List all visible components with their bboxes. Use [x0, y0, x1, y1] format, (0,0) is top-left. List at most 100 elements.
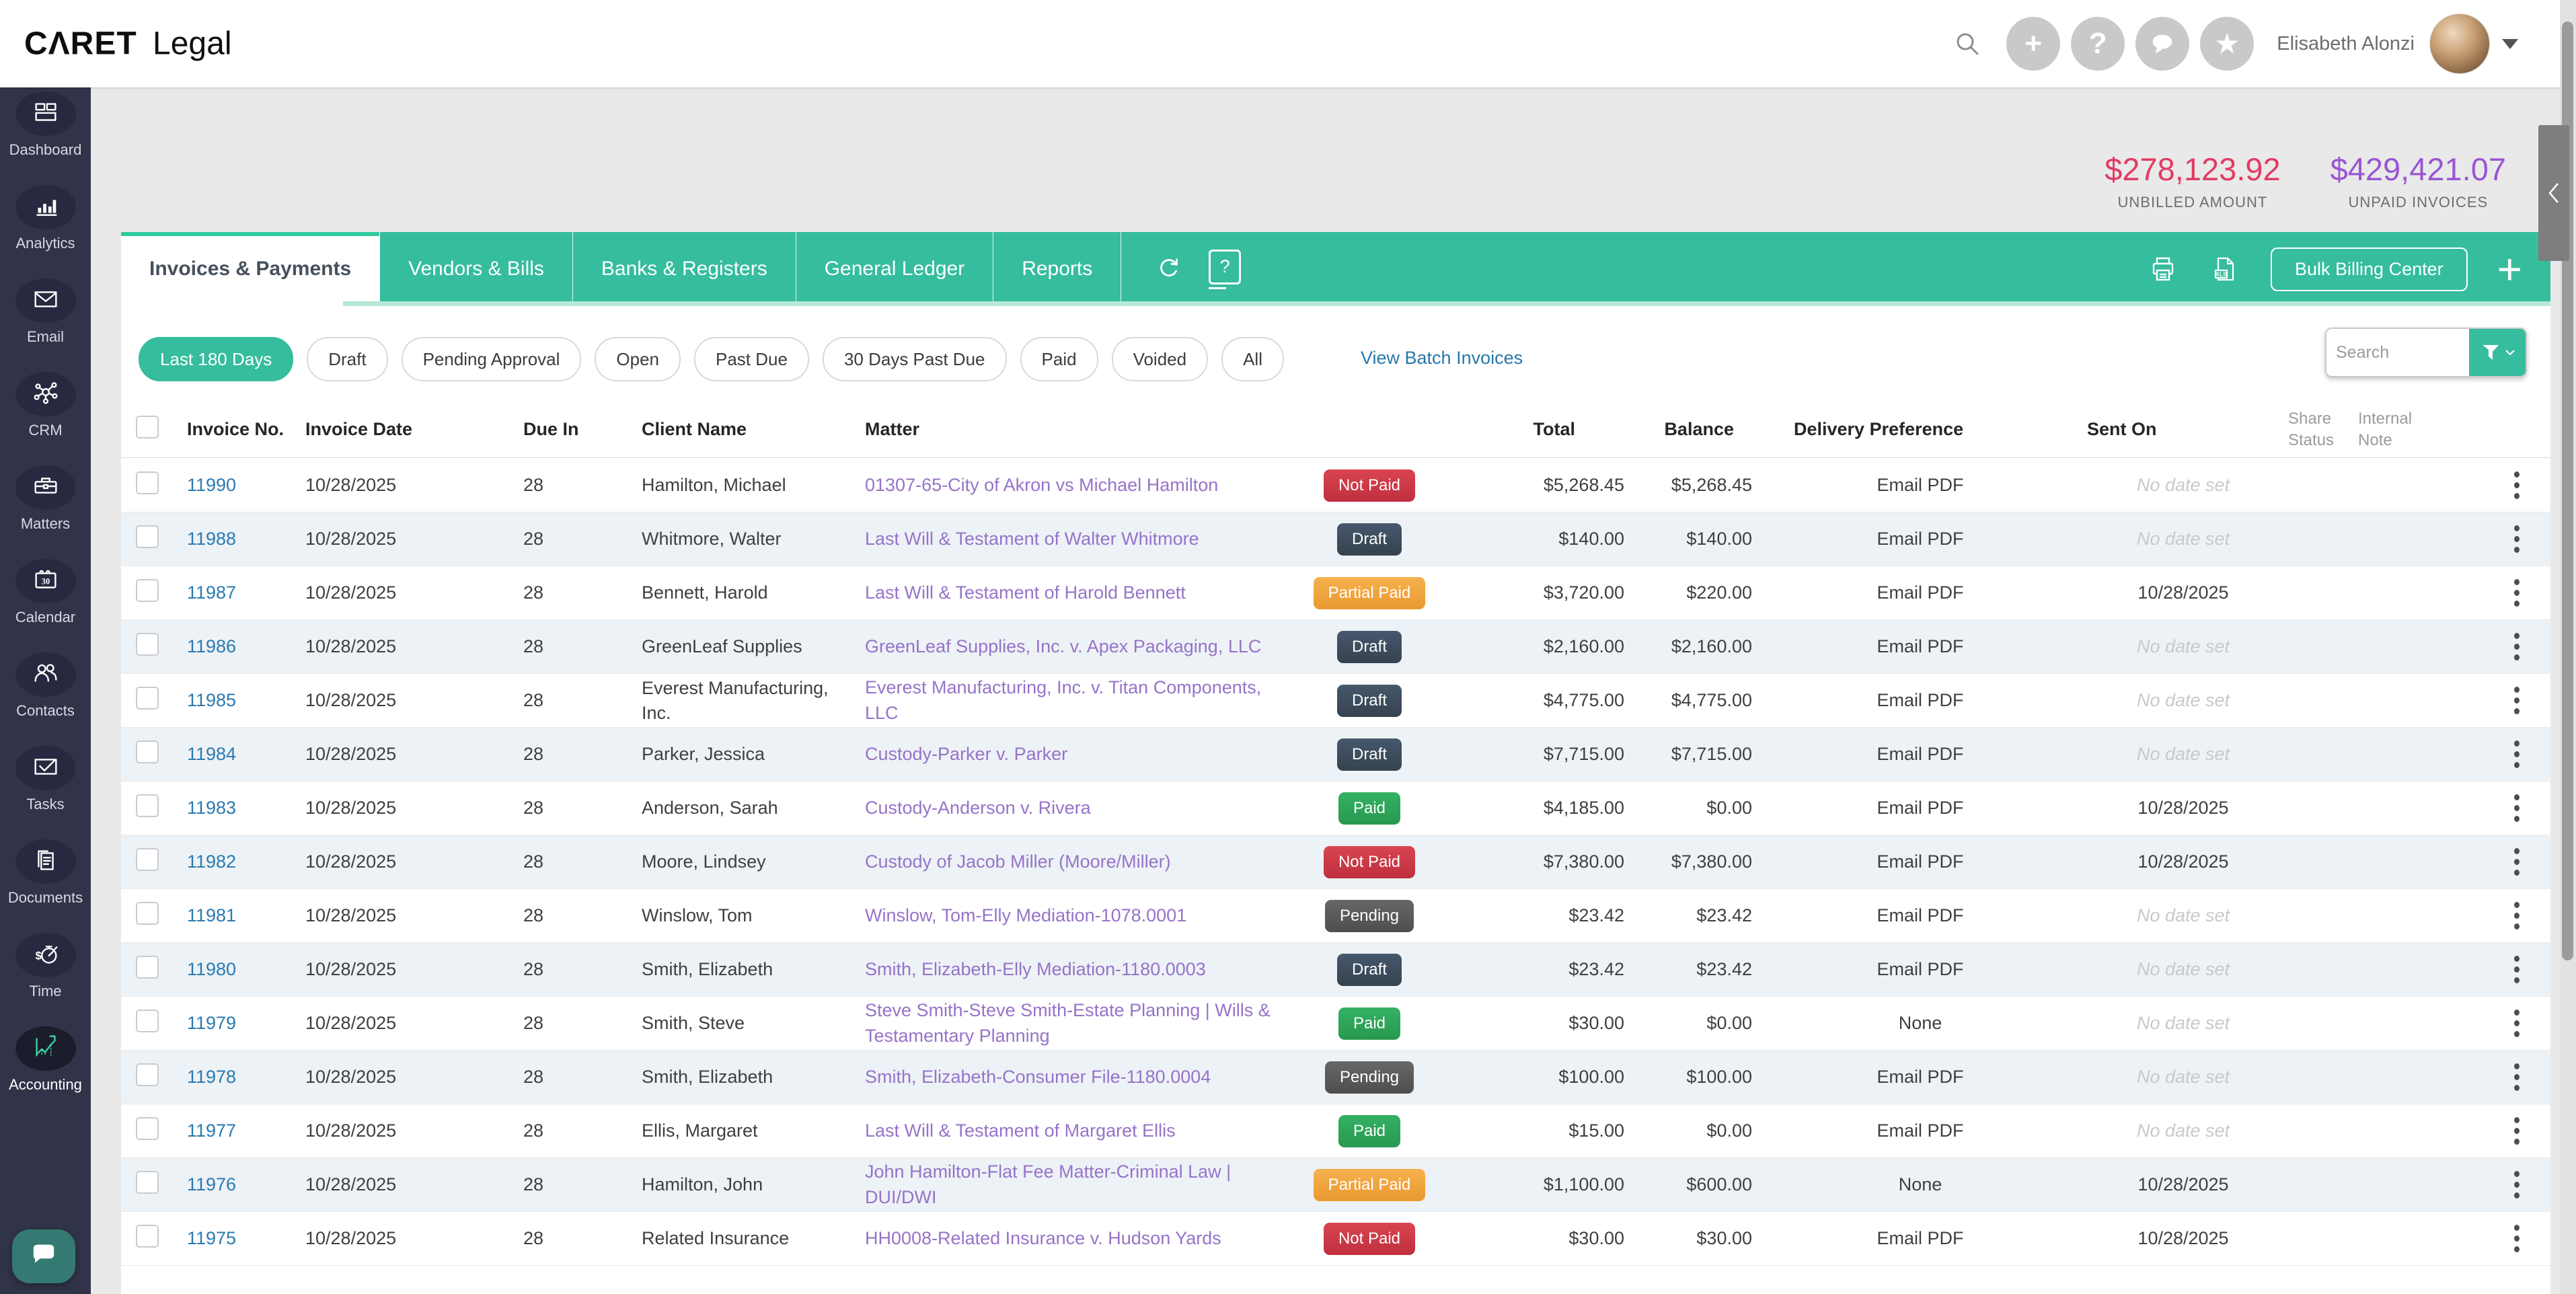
- shortcuts-help-icon[interactable]: ?: [1209, 250, 1241, 289]
- matter-link[interactable]: GreenLeaf Supplies, Inc. v. Apex Packagi…: [865, 634, 1306, 660]
- matter-link[interactable]: 01307-65-City of Akron vs Michael Hamilt…: [865, 473, 1306, 498]
- matter-link[interactable]: Custody of Jacob Miller (Moore/Miller): [865, 849, 1306, 875]
- row-actions-kebab-icon[interactable]: [2510, 790, 2524, 826]
- invoice-number-link[interactable]: 11988: [187, 529, 305, 549]
- row-checkbox[interactable]: [136, 740, 159, 763]
- print-icon[interactable]: [2147, 253, 2179, 285]
- bulk-billing-center-button[interactable]: Bulk Billing Center: [2271, 248, 2468, 291]
- tab-invoices-payments[interactable]: Invoices & Payments: [121, 232, 380, 306]
- row-actions-kebab-icon[interactable]: [2510, 844, 2524, 880]
- filter-chip-past-due[interactable]: Past Due: [694, 337, 809, 381]
- sidebar-item-matters[interactable]: Matters: [0, 461, 91, 555]
- tab-vendors-bills[interactable]: Vendors & Bills: [380, 232, 573, 306]
- row-checkbox[interactable]: [136, 1117, 159, 1140]
- sidebar-item-calendar[interactable]: 30 Calendar: [0, 555, 91, 648]
- invoice-number-link[interactable]: 11981: [187, 905, 305, 926]
- invoice-number-link[interactable]: 11983: [187, 798, 305, 819]
- invoice-number-link[interactable]: 11985: [187, 690, 305, 711]
- matter-link[interactable]: Last Will & Testament of Margaret Ellis: [865, 1118, 1306, 1144]
- invoice-number-link[interactable]: 11987: [187, 582, 305, 603]
- row-checkbox[interactable]: [136, 1171, 159, 1194]
- matter-link[interactable]: Custody-Parker v. Parker: [865, 742, 1306, 767]
- row-actions-kebab-icon[interactable]: [2510, 575, 2524, 611]
- row-actions-kebab-icon[interactable]: [2510, 467, 2524, 503]
- row-actions-kebab-icon[interactable]: [2510, 1005, 2524, 1041]
- row-actions-kebab-icon[interactable]: [2510, 736, 2524, 772]
- sidebar-item-crm[interactable]: CRM: [0, 368, 91, 461]
- view-batch-invoices-link[interactable]: View Batch Invoices: [1361, 348, 1523, 369]
- invoice-number-link[interactable]: 11976: [187, 1174, 305, 1195]
- sidebar-item-time[interactable]: $ Time: [0, 929, 91, 1022]
- select-all-checkbox[interactable]: [136, 416, 159, 439]
- filter-button[interactable]: [2469, 329, 2526, 376]
- row-checkbox[interactable]: [136, 471, 159, 494]
- sidebar-item-accounting[interactable]: Accounting: [0, 1022, 91, 1116]
- row-checkbox[interactable]: [136, 1063, 159, 1086]
- filter-chip-paid[interactable]: Paid: [1020, 337, 1098, 381]
- invoice-number-link[interactable]: 11975: [187, 1228, 305, 1249]
- row-actions-kebab-icon[interactable]: [2510, 521, 2524, 557]
- help-icon[interactable]: ?: [2071, 17, 2125, 71]
- chat-launcher-button[interactable]: [12, 1229, 75, 1283]
- row-checkbox[interactable]: [136, 956, 159, 979]
- row-actions-kebab-icon[interactable]: [2510, 1113, 2524, 1149]
- messages-icon[interactable]: [2135, 17, 2189, 71]
- invoice-number-link[interactable]: 11979: [187, 1013, 305, 1034]
- refresh-icon[interactable]: [1153, 254, 1184, 284]
- row-actions-kebab-icon[interactable]: [2510, 952, 2524, 987]
- filter-chip-voided[interactable]: Voided: [1112, 337, 1209, 381]
- row-checkbox[interactable]: [136, 687, 159, 710]
- filter-chip-last-180-days[interactable]: Last 180 Days: [139, 337, 293, 381]
- add-icon[interactable]: +: [2006, 17, 2060, 71]
- matter-link[interactable]: Last Will & Testament of Harold Bennett: [865, 580, 1306, 606]
- invoice-number-link[interactable]: 11990: [187, 475, 305, 496]
- search-input[interactable]: [2326, 329, 2469, 376]
- invoice-number-link[interactable]: 11980: [187, 959, 305, 980]
- sidebar-item-dashboard[interactable]: Dashboard: [0, 87, 91, 181]
- filter-chip-open[interactable]: Open: [595, 337, 681, 381]
- user-name[interactable]: Elisabeth Alonzi: [2277, 33, 2415, 55]
- filter-chip-draft[interactable]: Draft: [307, 337, 387, 381]
- row-checkbox[interactable]: [136, 525, 159, 548]
- row-checkbox[interactable]: [136, 633, 159, 656]
- search-icon[interactable]: [1951, 28, 1983, 60]
- tab-general-ledger[interactable]: General Ledger: [796, 232, 993, 306]
- sidebar-item-tasks[interactable]: Tasks: [0, 742, 91, 835]
- sidebar-item-email[interactable]: Email: [0, 274, 91, 368]
- row-checkbox[interactable]: [136, 1225, 159, 1248]
- favorites-icon[interactable]: ★: [2200, 17, 2254, 71]
- row-actions-kebab-icon[interactable]: [2510, 898, 2524, 934]
- matter-link[interactable]: Winslow, Tom-Elly Mediation-1078.0001: [865, 903, 1306, 929]
- matter-link[interactable]: John Hamilton-Flat Fee Matter-Criminal L…: [865, 1159, 1306, 1211]
- row-checkbox[interactable]: [136, 579, 159, 602]
- invoice-number-link[interactable]: 11978: [187, 1067, 305, 1088]
- filter-chip-30-days-past-due[interactable]: 30 Days Past Due: [823, 337, 1007, 381]
- user-menu-chevron-icon[interactable]: [2502, 39, 2518, 49]
- matter-link[interactable]: Smith, Elizabeth-Consumer File-1180.0004: [865, 1065, 1306, 1090]
- matter-link[interactable]: HH0008-Related Insurance v. Hudson Yards: [865, 1226, 1306, 1252]
- sidebar-item-documents[interactable]: Documents: [0, 835, 91, 929]
- filter-chip-pending-approval[interactable]: Pending Approval: [402, 337, 582, 381]
- row-actions-kebab-icon[interactable]: [2510, 1059, 2524, 1095]
- row-actions-kebab-icon[interactable]: [2510, 1167, 2524, 1203]
- invoice-number-link[interactable]: 11984: [187, 744, 305, 765]
- row-actions-kebab-icon[interactable]: [2510, 1221, 2524, 1256]
- user-avatar[interactable]: [2429, 13, 2490, 74]
- row-checkbox[interactable]: [136, 848, 159, 871]
- matter-link[interactable]: Custody-Anderson v. Rivera: [865, 796, 1306, 821]
- export-xls-icon[interactable]: XLS: [2209, 253, 2241, 285]
- row-actions-kebab-icon[interactable]: [2510, 683, 2524, 718]
- matter-link[interactable]: Steve Smith-Steve Smith-Estate Planning …: [865, 998, 1306, 1049]
- filter-chip-all[interactable]: All: [1221, 337, 1284, 381]
- collapse-panel-handle[interactable]: [2538, 125, 2569, 261]
- matter-link[interactable]: Everest Manufacturing, Inc. v. Titan Com…: [865, 675, 1306, 726]
- row-checkbox[interactable]: [136, 1010, 159, 1032]
- sidebar-item-analytics[interactable]: Analytics: [0, 181, 91, 274]
- tab-banks-registers[interactable]: Banks & Registers: [573, 232, 796, 306]
- invoice-number-link[interactable]: 11977: [187, 1120, 305, 1141]
- row-checkbox[interactable]: [136, 794, 159, 817]
- row-checkbox[interactable]: [136, 902, 159, 925]
- invoice-number-link[interactable]: 11982: [187, 851, 305, 872]
- tab-reports[interactable]: Reports: [993, 232, 1121, 306]
- row-actions-kebab-icon[interactable]: [2510, 629, 2524, 664]
